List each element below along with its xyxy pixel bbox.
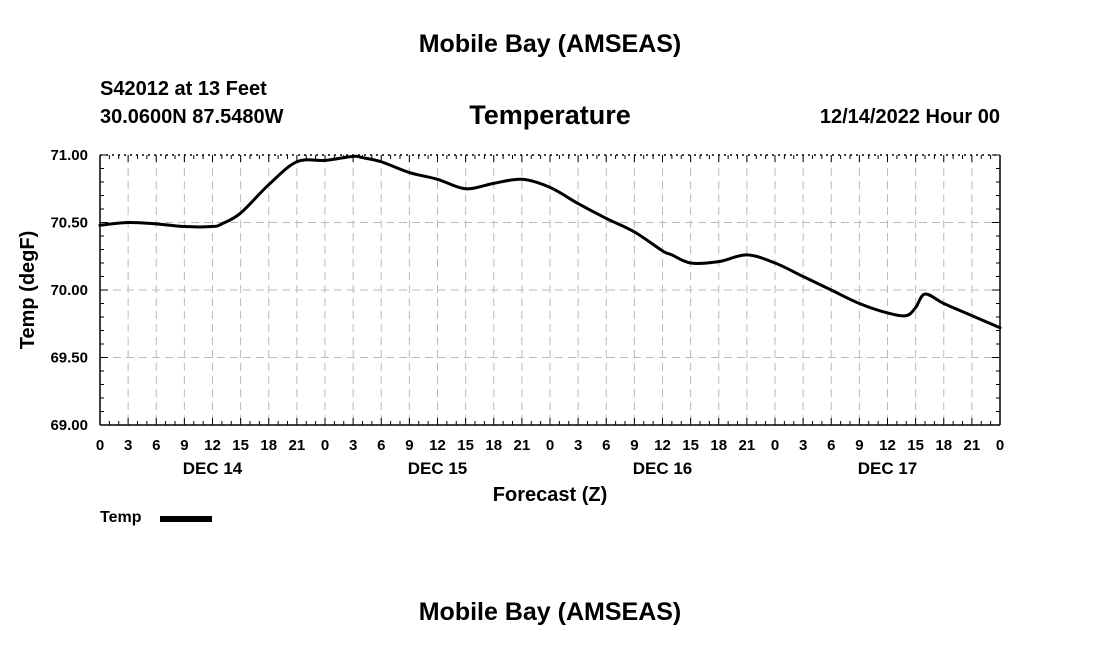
y-tick-label: 69.00 [50,417,88,434]
x-tick-label: 6 [152,437,160,454]
x-tick-label: 0 [771,437,779,454]
day-label: DEC 16 [633,459,693,478]
x-tick-label: 9 [855,437,863,454]
temp-series-line [98,154,1002,330]
x-tick-label: 6 [377,437,385,454]
x-tick-label: 9 [630,437,638,454]
x-tick-label: 18 [485,437,502,454]
x-tick-label: 12 [204,437,221,454]
x-tick-label: 21 [964,437,981,454]
day-label: DEC 14 [183,459,243,478]
temperature-chart: 0 3 6 9 12 15 18 21 0 3 6 9 12 15 18 21 0 3 6 9 12 15 18 21 0 3 6 9… [17,147,1004,506]
x-tick-label: 3 [124,437,132,454]
y-tick-label: 71.00 [50,147,88,164]
day-label: DEC 15 [408,459,468,478]
x-tick-label: 12 [879,437,896,454]
chart-title: Temperature [469,100,631,130]
x-tick-label: 3 [349,437,357,454]
x-tick-label: 18 [260,437,277,454]
axes [99,154,1001,426]
x-tick-label: 15 [907,437,924,454]
x-tick-label: 21 [514,437,531,454]
x-tick-label: 21 [739,437,756,454]
forecast-datetime: 12/14/2022 Hour 00 [819,106,1000,128]
axis-labels: 0 3 6 9 12 15 18 21 0 3 6 9 12 15 18 21 0 3 6 9 12 15 18 21 0 3 6 9… [17,147,1004,506]
coordinates-label: 30.0600N 87.5480W [100,106,284,128]
x-tick-label: 9 [180,437,188,454]
y-axis-label: Temp (degF) [17,231,39,350]
x-axis-label: Forecast (Z) [493,484,607,506]
legend-label: Temp [100,509,142,526]
x-tick-label: 18 [710,437,727,454]
x-tick-label: 3 [799,437,807,454]
x-tick-label: 15 [682,437,699,454]
y-tick-label: 69.50 [50,350,88,367]
day-label: DEC 17 [858,459,918,478]
x-tick-label: 6 [827,437,835,454]
x-tick-label: 9 [405,437,413,454]
x-tick-label: 6 [602,437,610,454]
footer-title: Mobile Bay (AMSEAS) [418,598,682,626]
x-tick-label: 15 [457,437,474,454]
station-label: S42012 at 13 Feet [100,78,267,100]
series [98,154,1002,330]
x-tick-label: 18 [935,437,952,454]
x-tick-label: 3 [574,437,582,454]
x-tick-label: 12 [654,437,671,454]
y-tick-label: 70.00 [50,282,88,299]
x-tick-label: 12 [429,437,446,454]
y-tick-label: 70.50 [50,215,88,232]
x-tick-label: 0 [96,437,104,454]
x-tick-label: 0 [996,437,1004,454]
grid [100,155,1000,425]
x-tick-label: 15 [232,437,249,454]
x-tick-label: 0 [546,437,554,454]
x-tick-label: 0 [321,437,329,454]
legend-swatch [160,516,212,522]
x-tick-label: 21 [289,437,306,454]
page-title: Mobile Bay (AMSEAS) [418,30,682,58]
